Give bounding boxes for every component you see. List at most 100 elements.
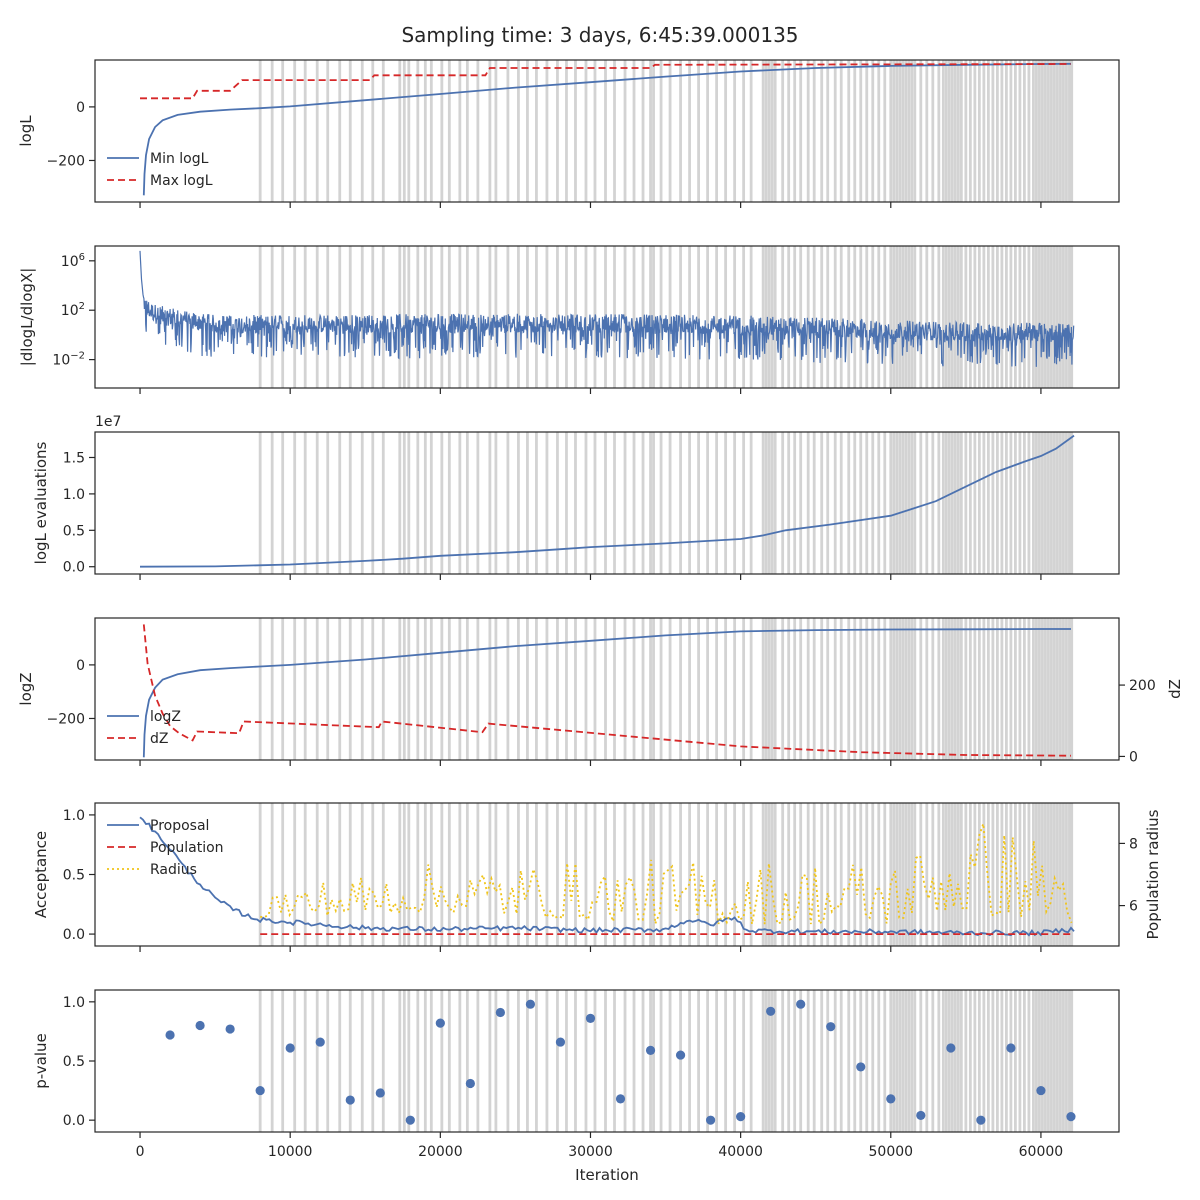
shaded-band: [956, 246, 960, 388]
shaded-band: [688, 60, 691, 202]
shaded-band: [706, 618, 709, 760]
shaded-band: [649, 990, 652, 1132]
shaded-band: [697, 60, 700, 202]
shaded-band: [770, 990, 774, 1132]
shaded-band: [925, 618, 929, 760]
shaded-band: [668, 618, 672, 760]
shaded-band: [871, 803, 875, 946]
y-axis-label: logL: [17, 115, 35, 147]
shaded-band: [964, 246, 968, 388]
shaded-band: [982, 432, 986, 574]
shaded-band: [812, 990, 816, 1132]
shaded-band: [1023, 803, 1026, 946]
shaded-band: [901, 990, 905, 1132]
shaded-band: [947, 246, 951, 388]
shaded-band: [1041, 432, 1044, 574]
shaded-band: [1062, 990, 1065, 1132]
shaded-band: [944, 618, 948, 760]
shaded-band: [1050, 803, 1053, 946]
shaded-band: [465, 990, 469, 1132]
shaded-band: [895, 60, 899, 202]
shaded-band: [793, 618, 797, 760]
shaded-band: [877, 432, 881, 574]
shaded-band: [871, 990, 875, 1132]
shaded-band: [429, 60, 433, 202]
data-point: [766, 1006, 776, 1016]
shaded-band: [447, 990, 451, 1132]
shaded-band: [632, 990, 636, 1132]
shaded-band: [371, 246, 375, 388]
series-line-dz: [142, 624, 1072, 757]
shaded-band: [338, 60, 342, 202]
shaded-band: [641, 618, 645, 760]
shaded-band: [847, 990, 851, 1132]
shaded-band: [526, 990, 529, 1132]
shaded-band: [488, 60, 492, 202]
shaded-band: [1070, 990, 1074, 1132]
shaded-band: [574, 803, 577, 946]
shaded-band: [959, 990, 963, 1132]
shaded-band: [494, 60, 498, 202]
shaded-band: [303, 803, 307, 946]
shaded-band: [281, 990, 285, 1132]
data-point: [615, 1094, 626, 1104]
shaded-band: [447, 60, 451, 202]
shaded-band: [742, 432, 746, 574]
x-tick-label: 50000: [869, 1144, 914, 1160]
shaded-band: [892, 246, 896, 388]
shaded-band: [565, 60, 568, 202]
data-point: [435, 1018, 445, 1028]
shaded-band: [1009, 803, 1013, 946]
shaded-band: [913, 432, 917, 574]
shaded-band: [1000, 618, 1004, 760]
shaded-band: [1065, 618, 1068, 760]
shaded-band: [733, 246, 737, 388]
data-point: [345, 1095, 355, 1105]
shaded-band: [338, 246, 342, 388]
shaded-band: [953, 246, 957, 388]
shaded-band: [826, 803, 830, 946]
shaded-band: [517, 618, 520, 760]
shaded-band: [659, 618, 663, 760]
shaded-band: [688, 246, 691, 388]
shaded-band: [883, 60, 887, 202]
shaded-band: [973, 803, 977, 946]
shaded-band: [787, 803, 791, 946]
shaded-band: [258, 60, 262, 202]
shaded-band: [423, 990, 427, 1132]
shaded-band: [724, 618, 728, 760]
shaded-band: [767, 990, 771, 1132]
shaded-band: [947, 990, 951, 1132]
shaded-band: [1059, 803, 1062, 946]
shaded-band: [402, 60, 406, 202]
shaded-band: [847, 432, 851, 574]
panel-logz: −200 0 logZ 0 200 dZ logZ dZ: [17, 617, 1184, 766]
shaded-band: [767, 60, 771, 202]
data-point: [675, 1050, 686, 1060]
shaded-band: [1041, 990, 1044, 1132]
shaded-band: [315, 803, 319, 946]
shaded-band: [793, 803, 797, 946]
shaded-band: [715, 432, 719, 574]
shaded-band: [371, 618, 375, 760]
shaded-band: [901, 803, 905, 946]
shaded-band: [641, 432, 645, 574]
data-point: [976, 1115, 986, 1125]
shaded-band: [652, 803, 655, 946]
shaded-band: [1053, 990, 1056, 1132]
shaded-band: [839, 60, 843, 202]
shaded-band: [959, 60, 963, 202]
shaded-band: [398, 60, 402, 202]
shaded-band: [1035, 618, 1038, 760]
shaded-band: [793, 60, 797, 202]
shaded-band: [440, 60, 444, 202]
shaded-band: [1059, 618, 1062, 760]
shaded-band: [465, 803, 469, 946]
shaded-band: [315, 618, 319, 760]
shaded-band: [865, 990, 869, 1132]
shaded-band: [293, 990, 297, 1132]
shaded-band: [1062, 432, 1065, 574]
shaded-band: [907, 990, 911, 1132]
shaded-band: [959, 803, 963, 946]
shaded-band: [440, 432, 444, 574]
